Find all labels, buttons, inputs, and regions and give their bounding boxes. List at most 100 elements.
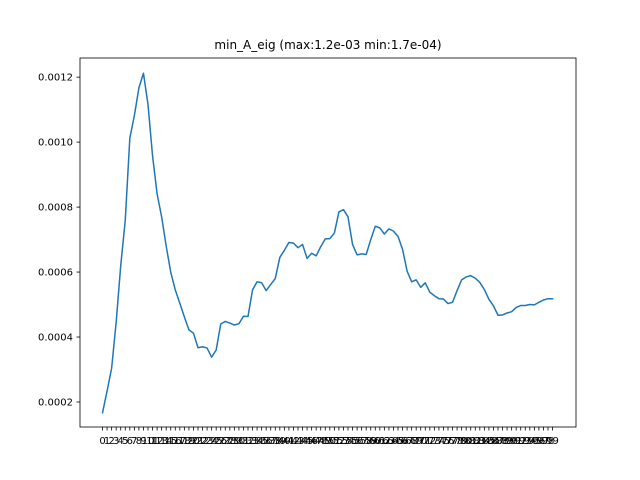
x-tick-label: 45 <box>301 436 314 447</box>
x-tick-label: 36 <box>260 436 273 447</box>
x-tick-label: 67 <box>401 436 414 447</box>
x-tick-label: 16 <box>169 436 182 447</box>
y-axis-ticks: 0.0002 0.0004 0.0006 0.0008 0.0010 0.0012 <box>38 73 80 408</box>
x-tick-label: 81 <box>464 436 477 447</box>
x-tick-label: 25 <box>210 436 223 447</box>
x-tick-label: 68 <box>405 436 418 447</box>
y-tick-label: 0.0010 <box>38 138 73 149</box>
plot-area-frame <box>79 57 577 428</box>
x-tick-label: 69 <box>410 436 423 447</box>
x-tick-label: 39 <box>273 436 286 447</box>
x-tick-label: 49 <box>319 436 332 447</box>
x-tick-label: 26 <box>214 436 227 447</box>
x-tick-label: 48 <box>314 436 327 447</box>
x-tick-label: 97 <box>537 436 550 447</box>
x-tick-label: 23 <box>201 436 214 447</box>
x-tick-label: 32 <box>242 436 255 447</box>
x-tick-label: 99 <box>546 436 559 447</box>
x-tick-label: 44 <box>296 436 309 447</box>
x-tick-label: 96 <box>533 436 546 447</box>
x-tick-label: 18 <box>178 436 191 447</box>
x-tick-label: 76 <box>442 436 455 447</box>
x-tick-label: 7 <box>131 436 137 447</box>
x-tick-label: 82 <box>469 436 482 447</box>
x-tick-label: 21 <box>192 436 205 447</box>
x-tick-label: 53 <box>337 436 350 447</box>
y-tick-label: 0.0006 <box>38 268 73 279</box>
x-tick-label: 57 <box>355 436 368 447</box>
chart-title: min_A_eig (max:1.2e-03 min:1.7e-04) <box>214 38 441 52</box>
x-tick-label: 9 <box>140 436 146 447</box>
y-tick-label: 0.0012 <box>38 73 73 84</box>
x-tick-label: 93 <box>519 436 532 447</box>
x-tick-label: 14 <box>160 436 173 447</box>
x-tick-label: 43 <box>292 436 305 447</box>
x-tick-label: 61 <box>373 436 386 447</box>
x-tick-label: 42 <box>287 436 300 447</box>
x-tick-label: 52 <box>333 436 346 447</box>
x-tick-label: 95 <box>528 436 541 447</box>
x-tick-label: 11 <box>146 436 159 447</box>
x-tick-label: 75 <box>437 436 450 447</box>
x-tick-label: 27 <box>219 436 232 447</box>
x-tick-label: 37 <box>264 436 277 447</box>
series-line <box>101 72 554 414</box>
x-tick-label: 84 <box>478 436 491 447</box>
x-tick-label: 8 <box>136 436 142 447</box>
x-axis-ticks: 0123456789101112131415161718192021222324… <box>99 427 559 447</box>
x-tick-label: 35 <box>255 436 268 447</box>
x-tick-label: 0 <box>99 436 105 447</box>
x-tick-label: 55 <box>346 436 359 447</box>
x-tick-label: 2 <box>108 436 114 447</box>
x-tick-label: 28 <box>223 436 236 447</box>
x-tick-label: 77 <box>446 436 459 447</box>
x-tick-label: 92 <box>514 436 527 447</box>
x-tick-label: 13 <box>155 436 168 447</box>
x-tick-label: 63 <box>383 436 396 447</box>
x-tick-label: 89 <box>501 436 514 447</box>
x-tick-label: 41 <box>283 436 296 447</box>
x-tick-label: 19 <box>183 436 196 447</box>
x-tick-label: 12 <box>151 436 164 447</box>
x-tick-label: 66 <box>396 436 409 447</box>
x-tick-label: 91 <box>510 436 523 447</box>
x-tick-label: 33 <box>246 436 259 447</box>
x-tick-label: 58 <box>360 436 373 447</box>
x-tick-label: 94 <box>523 436 536 447</box>
x-tick-label: 62 <box>378 436 391 447</box>
y-tick-label: 0.0008 <box>38 203 73 214</box>
x-tick-label: 60 <box>369 436 382 447</box>
x-tick-label: 1 <box>104 436 110 447</box>
x-tick-label: 17 <box>173 436 186 447</box>
x-tick-label: 85 <box>483 436 496 447</box>
x-tick-label: 40 <box>278 436 291 447</box>
x-tick-label: 70 <box>414 436 427 447</box>
x-tick-label: 15 <box>164 436 177 447</box>
x-tick-label: 46 <box>305 436 318 447</box>
x-tick-label: 65 <box>392 436 405 447</box>
y-tick-label: 0.0002 <box>38 397 73 408</box>
x-tick-label: 29 <box>228 436 241 447</box>
y-tick-label: 0.0004 <box>38 333 73 344</box>
x-tick-label: 78 <box>451 436 464 447</box>
x-tick-label: 4 <box>118 436 124 447</box>
x-tick-label: 72 <box>423 436 436 447</box>
x-tick-label: 31 <box>237 436 250 447</box>
x-tick-label: 24 <box>205 436 218 447</box>
x-tick-label: 54 <box>342 436 355 447</box>
x-tick-label: 80 <box>460 436 473 447</box>
x-tick-label: 83 <box>473 436 486 447</box>
x-tick-label: 88 <box>496 436 509 447</box>
x-tick-label: 10 <box>142 436 155 447</box>
x-tick-label: 87 <box>492 436 505 447</box>
x-tick-label: 22 <box>196 436 209 447</box>
x-tick-label: 47 <box>310 436 323 447</box>
x-tick-label: 20 <box>187 436 200 447</box>
x-tick-label: 74 <box>433 436 446 447</box>
x-tick-label: 73 <box>428 436 441 447</box>
x-tick-label: 56 <box>351 436 364 447</box>
x-tick-label: 98 <box>542 436 555 447</box>
x-tick-label: 86 <box>487 436 500 447</box>
